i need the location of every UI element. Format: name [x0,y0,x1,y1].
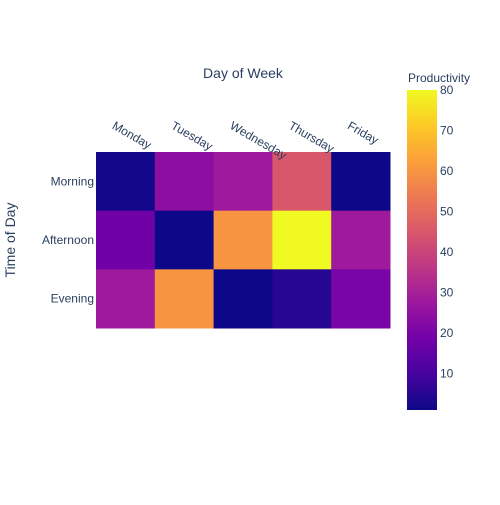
colorbar-tick-label: 80 [440,83,454,97]
heatmap-cells [96,152,391,329]
heatmap-cell-afternoon-monday [96,210,156,270]
heatmap-cell-afternoon-tuesday [154,210,215,270]
x-tick-label: Friday [345,118,381,147]
x-axis-title: Day of Week [203,65,284,81]
heatmap-cell-afternoon-thursday [272,210,332,270]
heatmap-cell-afternoon-friday [331,210,391,270]
x-tick-label: Monday [110,118,154,151]
colorbar-tick-label: 10 [440,367,454,381]
heatmap-cell-evening-monday [96,269,156,329]
colorbar-ticks: 10 20 30 40 50 60 70 80 [440,83,454,381]
colorbar-tick-label: 30 [440,286,454,300]
heatmap-cell-morning-friday [331,152,391,212]
heatmap-cell-morning-wednesday [213,152,273,212]
colorbar-tick-label: 40 [440,245,454,259]
x-tick-label: Thursday [286,118,336,155]
colorbar-tick-label: 70 [440,124,454,138]
y-axis-title: Time of Day [2,203,18,278]
heatmap-cell-evening-thursday [272,269,332,329]
colorbar: Productivity 10 20 30 40 50 60 70 80 [407,71,470,410]
colorbar-title: Productivity [408,71,470,85]
y-tick-label: Morning [51,174,94,188]
heatmap-cell-evening-wednesday [213,269,273,329]
heatmap-cell-morning-thursday [272,152,332,212]
heatmap-cell-morning-monday [96,152,156,212]
y-tick-label: Afternoon [42,233,94,247]
colorbar-tick-label: 20 [440,326,454,340]
colorbar-gradient [407,90,437,410]
colorbar-tick-label: 60 [440,164,454,178]
colorbar-tick-label: 50 [440,205,454,219]
heatmap-cell-evening-tuesday [154,269,215,329]
y-tick-labels: Morning Afternoon Evening [42,174,94,305]
x-tick-label: Tuesday [169,118,215,153]
heatmap-cell-afternoon-wednesday [213,210,273,270]
y-tick-label: Evening [51,292,94,306]
heatmap-cell-evening-friday [331,269,391,329]
heatmap-cell-morning-tuesday [154,152,215,212]
